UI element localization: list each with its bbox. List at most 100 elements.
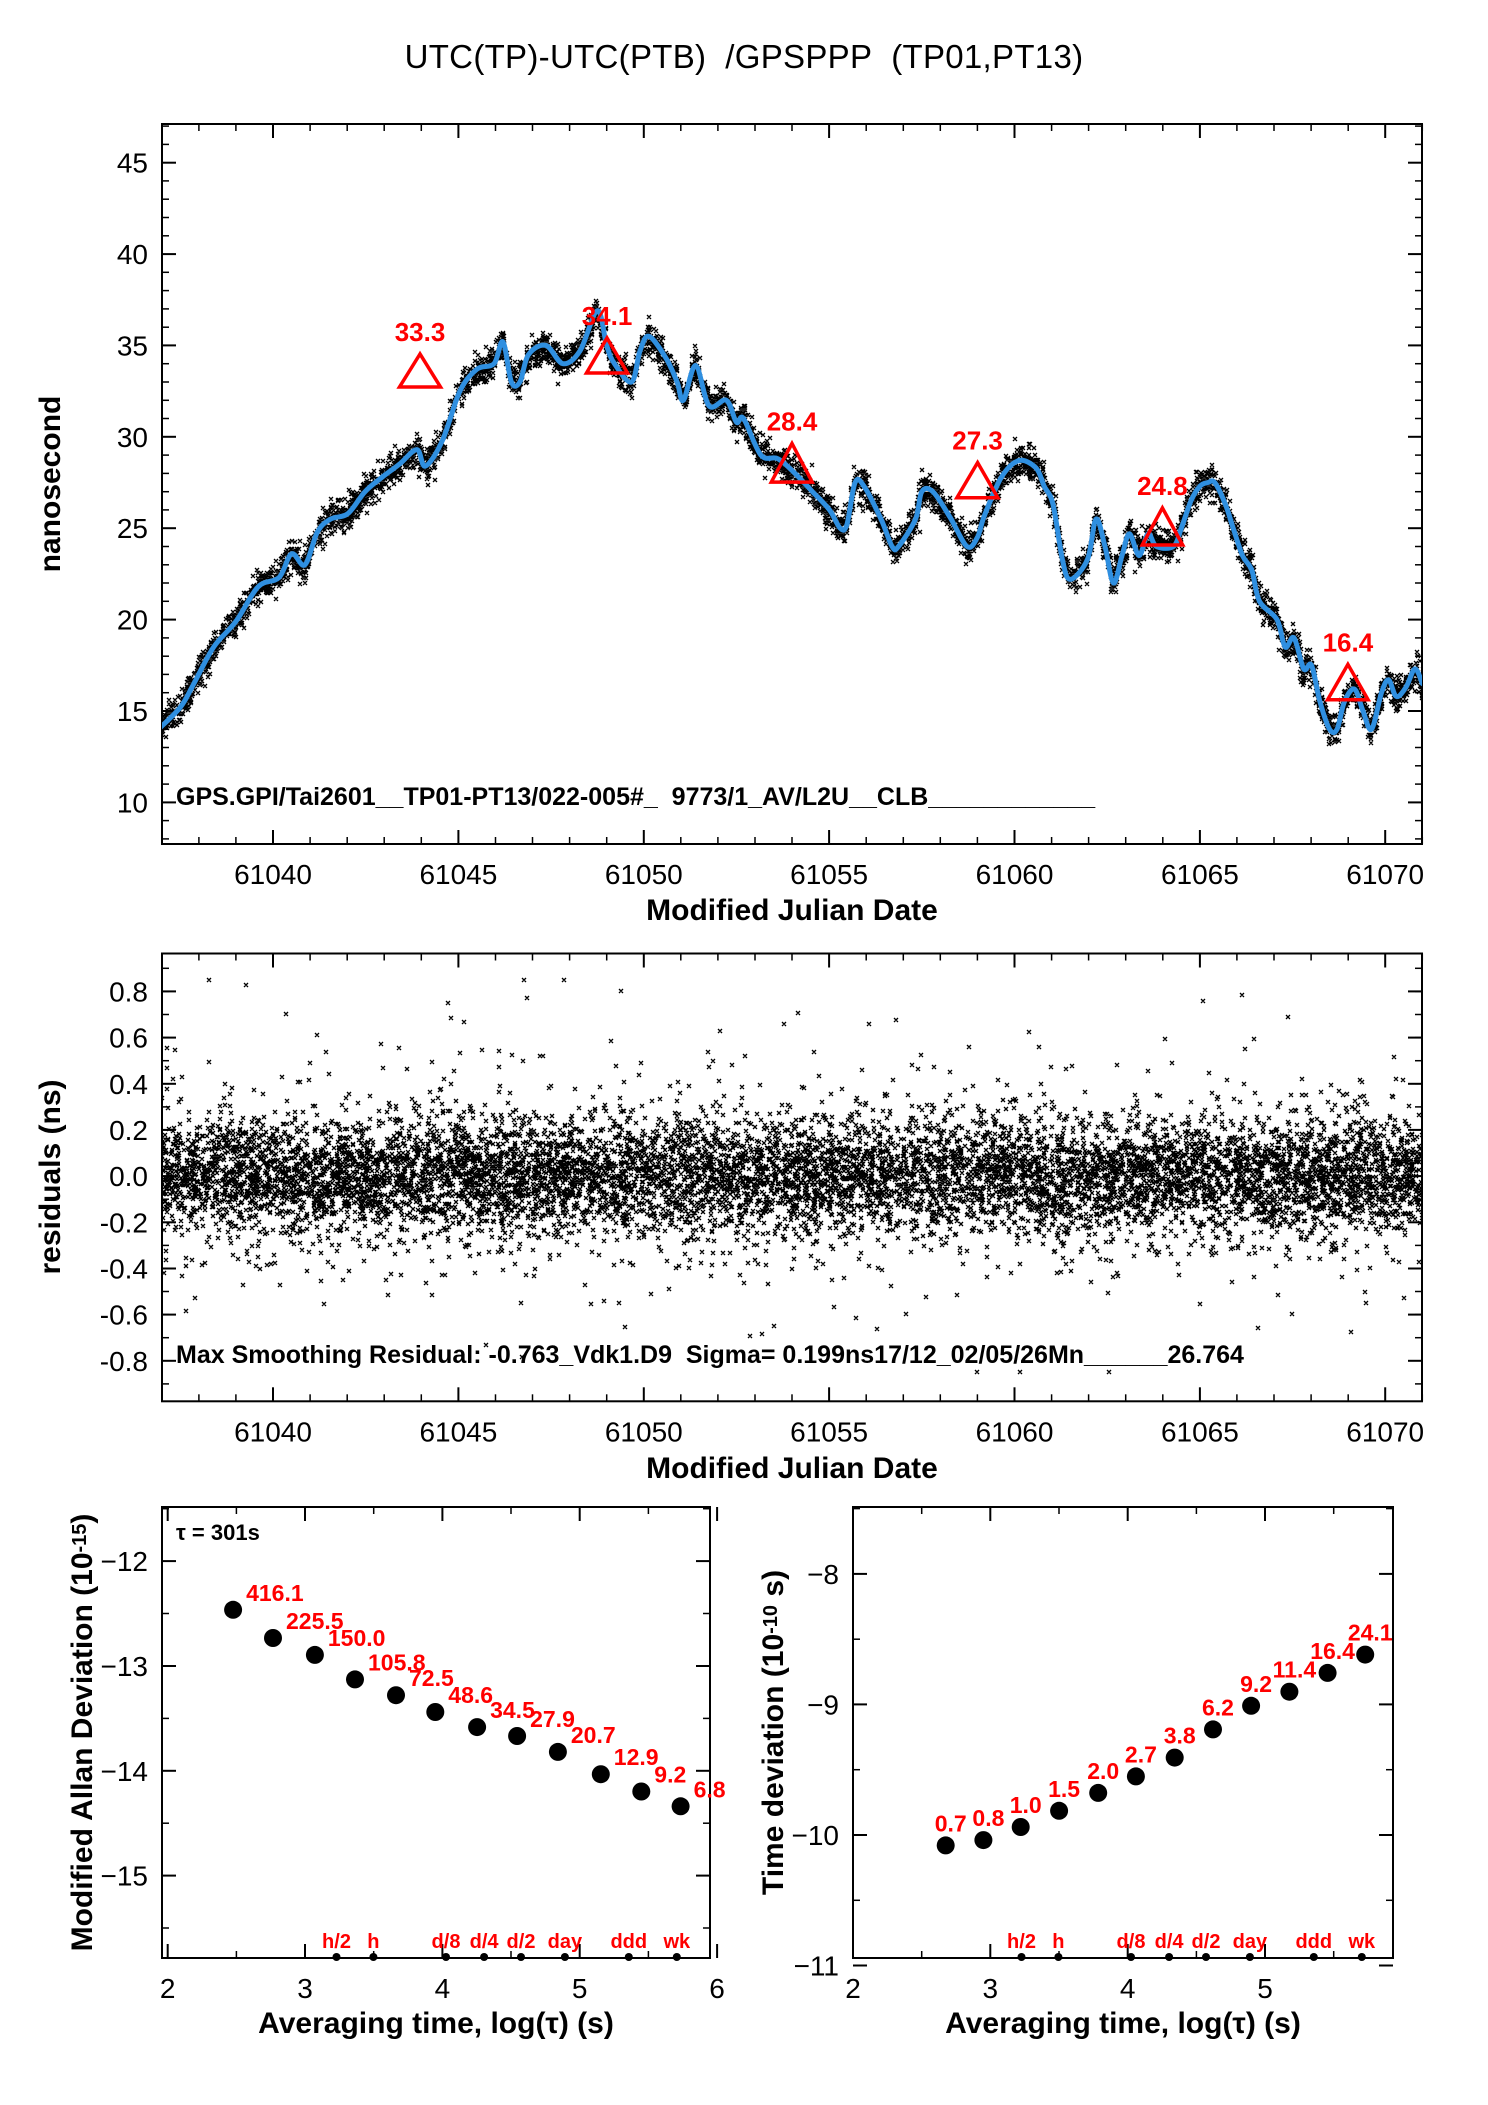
svg-text:0.4: 0.4 xyxy=(109,1069,148,1100)
svg-text:20.7: 20.7 xyxy=(571,1722,616,1748)
svg-text:0.6: 0.6 xyxy=(109,1023,148,1054)
svg-text:residuals (ns): residuals (ns) xyxy=(34,1079,67,1274)
svg-text:61045: 61045 xyxy=(419,859,497,890)
svg-text:0.8: 0.8 xyxy=(972,1805,1004,1831)
svg-text:34.5: 34.5 xyxy=(490,1697,535,1723)
svg-text:30: 30 xyxy=(117,422,148,453)
svg-text:16.4: 16.4 xyxy=(1323,627,1374,657)
svg-text:61065: 61065 xyxy=(1161,1416,1239,1447)
svg-text:6: 6 xyxy=(709,1973,725,2004)
svg-text:27.9: 27.9 xyxy=(530,1706,575,1732)
svg-text:2: 2 xyxy=(160,1973,176,2004)
svg-text:−9: −9 xyxy=(807,1689,839,1720)
svg-text:d/4: d/4 xyxy=(470,1931,500,1953)
svg-text:3: 3 xyxy=(297,1973,313,2004)
svg-text:9.2: 9.2 xyxy=(1240,1671,1272,1697)
svg-text:61040: 61040 xyxy=(234,859,312,890)
svg-text:day: day xyxy=(1233,1931,1268,1953)
svg-text:4: 4 xyxy=(435,1973,451,2004)
svg-text:72.5: 72.5 xyxy=(409,1665,454,1691)
svg-text:d/4: d/4 xyxy=(1155,1931,1185,1953)
svg-text:40: 40 xyxy=(117,239,148,270)
svg-text:wk: wk xyxy=(1347,1931,1376,1953)
svg-text:2.0: 2.0 xyxy=(1087,1758,1119,1784)
svg-text:−10: −10 xyxy=(792,1820,840,1851)
svg-text:ddd: ddd xyxy=(1295,1931,1332,1953)
svg-text:h: h xyxy=(367,1931,379,1953)
svg-text:Modified Julian Date: Modified Julian Date xyxy=(646,1452,938,1485)
svg-text:61045: 61045 xyxy=(419,1416,497,1447)
svg-text:61065: 61065 xyxy=(1161,859,1239,890)
svg-text:61055: 61055 xyxy=(790,1416,868,1447)
svg-text:d/8: d/8 xyxy=(432,1931,461,1953)
svg-text:61055: 61055 xyxy=(790,859,868,890)
svg-text:61070: 61070 xyxy=(1346,859,1424,890)
svg-text:416.1: 416.1 xyxy=(246,1580,304,1606)
svg-text:−14: −14 xyxy=(101,1756,149,1787)
svg-text:ddd: ddd xyxy=(610,1931,647,1953)
svg-text:27.3: 27.3 xyxy=(952,426,1003,456)
svg-text:-0.4: -0.4 xyxy=(100,1254,148,1285)
svg-text:UTC(TP)-UTC(PTB) /GPSPPP (TP: UTC(TP)-UTC(PTB) /GPSPPP (TP01,PT13) xyxy=(405,38,1084,75)
svg-text:61040: 61040 xyxy=(234,1416,312,1447)
svg-text:5: 5 xyxy=(1257,1973,1273,2004)
svg-text:d/8: d/8 xyxy=(1117,1931,1146,1953)
svg-text:0.0: 0.0 xyxy=(109,1161,148,1192)
svg-text:61050: 61050 xyxy=(605,1416,683,1447)
svg-text:2: 2 xyxy=(845,1973,861,2004)
svg-text:24.1: 24.1 xyxy=(1348,1620,1393,1646)
svg-text:-0.6: -0.6 xyxy=(100,1300,148,1331)
svg-text:0.2: 0.2 xyxy=(109,1115,148,1146)
svg-text:12.9: 12.9 xyxy=(614,1744,659,1770)
svg-text:33.3: 33.3 xyxy=(395,317,446,347)
svg-text:1.0: 1.0 xyxy=(1010,1792,1042,1818)
svg-text:GPS.GPI/Tai2601__TP01-PT13/022: GPS.GPI/Tai2601__TP01-PT13/022-005#_ 977… xyxy=(176,783,1096,811)
svg-text:28.4: 28.4 xyxy=(767,407,818,437)
svg-text:35: 35 xyxy=(117,330,148,361)
svg-text:45: 45 xyxy=(117,148,148,179)
svg-text:0.8: 0.8 xyxy=(109,976,148,1007)
svg-text:61070: 61070 xyxy=(1346,1416,1424,1447)
svg-text:−8: −8 xyxy=(807,1559,839,1590)
svg-text:25: 25 xyxy=(117,513,148,544)
svg-text:h/2: h/2 xyxy=(1007,1931,1036,1953)
svg-text:61050: 61050 xyxy=(605,859,683,890)
svg-text:h/2: h/2 xyxy=(322,1931,351,1953)
svg-text:−12: −12 xyxy=(101,1546,149,1577)
svg-text:Averaging time, log(τ) (s): Averaging time, log(τ) (s) xyxy=(945,2007,1301,2040)
svg-text:d/2: d/2 xyxy=(1192,1931,1221,1953)
svg-text:6.8: 6.8 xyxy=(694,1776,726,1802)
svg-text:34.1: 34.1 xyxy=(582,301,633,331)
svg-text:3: 3 xyxy=(983,1973,999,2004)
svg-text:wk: wk xyxy=(662,1931,691,1953)
svg-text:5: 5 xyxy=(572,1973,588,2004)
svg-text:Modified Allan Deviation (10-1: Modified Allan Deviation (10-15) xyxy=(66,1514,99,1952)
svg-text:−13: −13 xyxy=(101,1651,149,1682)
svg-text:9.2: 9.2 xyxy=(654,1762,686,1788)
svg-text:nanosecond: nanosecond xyxy=(34,396,67,573)
svg-text:48.6: 48.6 xyxy=(448,1682,493,1708)
svg-text:Modified Julian Date: Modified Julian Date xyxy=(646,894,938,927)
svg-text:61060: 61060 xyxy=(976,859,1054,890)
svg-text:−11: −11 xyxy=(794,1951,839,1982)
svg-text:6.2: 6.2 xyxy=(1202,1694,1234,1720)
svg-text:4: 4 xyxy=(1120,1973,1136,2004)
svg-text:h: h xyxy=(1052,1931,1064,1953)
svg-text:20: 20 xyxy=(117,605,148,636)
svg-text:Max Smoothing Residual: -0.763: Max Smoothing Residual: -0.763_Vdk1.D9 S… xyxy=(176,1341,1244,1369)
svg-text:2.7: 2.7 xyxy=(1125,1741,1157,1767)
svg-text:0.7: 0.7 xyxy=(935,1810,967,1836)
svg-text:3.8: 3.8 xyxy=(1164,1723,1196,1749)
svg-text:τ = 301s: τ = 301s xyxy=(176,1520,260,1545)
svg-text:-0.8: -0.8 xyxy=(100,1346,148,1377)
svg-text:150.0: 150.0 xyxy=(328,1625,386,1651)
svg-text:-0.2: -0.2 xyxy=(100,1207,148,1238)
svg-text:d/2: d/2 xyxy=(507,1931,536,1953)
svg-text:1.5: 1.5 xyxy=(1048,1776,1080,1802)
svg-text:15: 15 xyxy=(117,696,148,727)
svg-text:day: day xyxy=(548,1931,583,1953)
svg-text:61060: 61060 xyxy=(976,1416,1054,1447)
svg-text:Averaging time, log(τ) (s): Averaging time, log(τ) (s) xyxy=(258,2007,614,2040)
svg-text:24.8: 24.8 xyxy=(1137,471,1188,501)
svg-text:10: 10 xyxy=(117,787,148,818)
